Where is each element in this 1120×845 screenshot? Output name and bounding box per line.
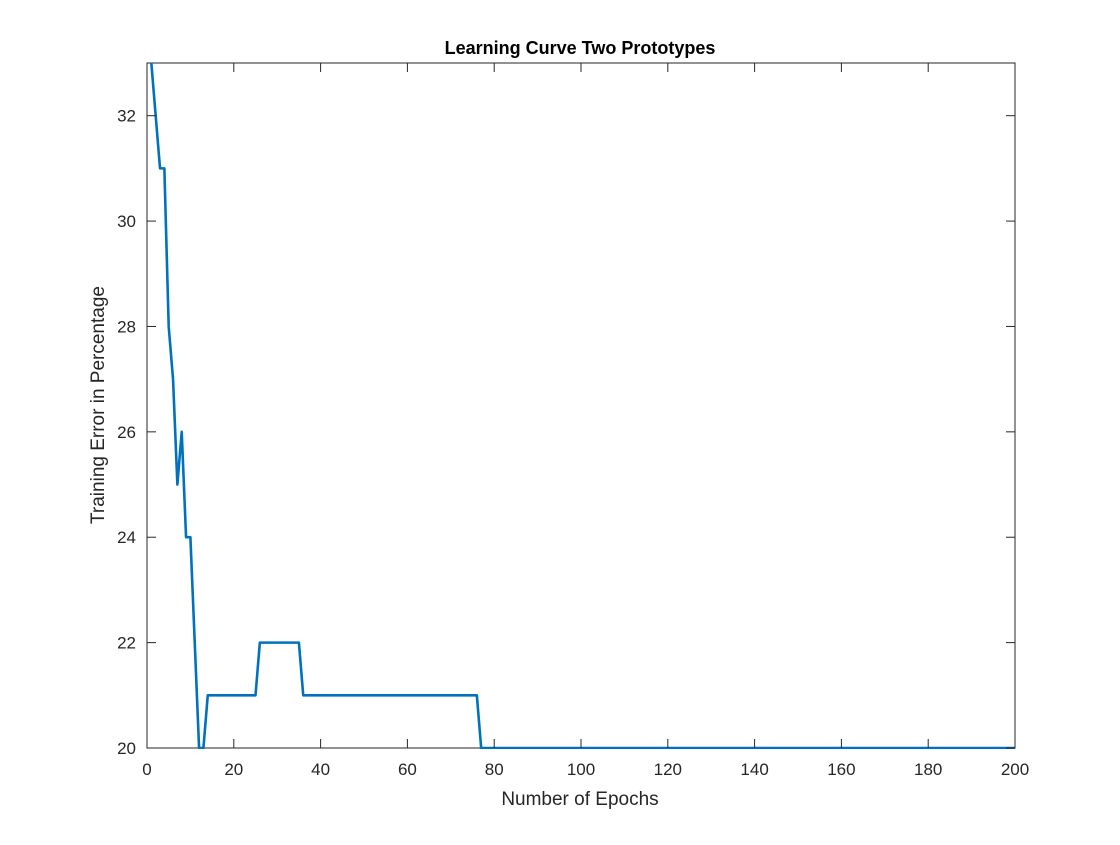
- x-tick-label: 200: [1001, 760, 1029, 779]
- y-tick-label: 22: [117, 634, 136, 653]
- x-axis-ticks: 0 20 40 60 80 100 120 140 160 180 200: [142, 63, 1029, 779]
- y-tick-label: 30: [117, 212, 136, 231]
- x-tick-label: 80: [485, 760, 504, 779]
- chart-title: Learning Curve Two Prototypes: [445, 38, 716, 58]
- y-axis-label: Training Error in Percentage: [88, 286, 109, 524]
- x-tick-label: 60: [398, 760, 417, 779]
- y-axis-ticks: 20 22 24 26 28 30 32: [117, 107, 1015, 758]
- x-tick-label: 180: [914, 760, 942, 779]
- x-axis-label: Number of Epochs: [501, 789, 658, 810]
- x-tick-label: 120: [654, 760, 682, 779]
- plot-area: [146, 62, 1016, 749]
- x-tick-label: 100: [567, 760, 595, 779]
- y-tick-label: 20: [117, 739, 136, 758]
- x-tick-label: 160: [827, 760, 855, 779]
- series-line-0: [150, 62, 1015, 749]
- x-tick-label: 0: [142, 760, 151, 779]
- x-tick-label: 40: [311, 760, 330, 779]
- y-tick-label: 26: [117, 423, 136, 442]
- y-tick-label: 32: [117, 107, 136, 126]
- y-tick-label: 28: [117, 317, 136, 336]
- y-tick-label: 24: [117, 528, 136, 547]
- axes-box: [146, 62, 1016, 749]
- x-tick-label: 20: [224, 760, 243, 779]
- x-tick-label: 140: [740, 760, 768, 779]
